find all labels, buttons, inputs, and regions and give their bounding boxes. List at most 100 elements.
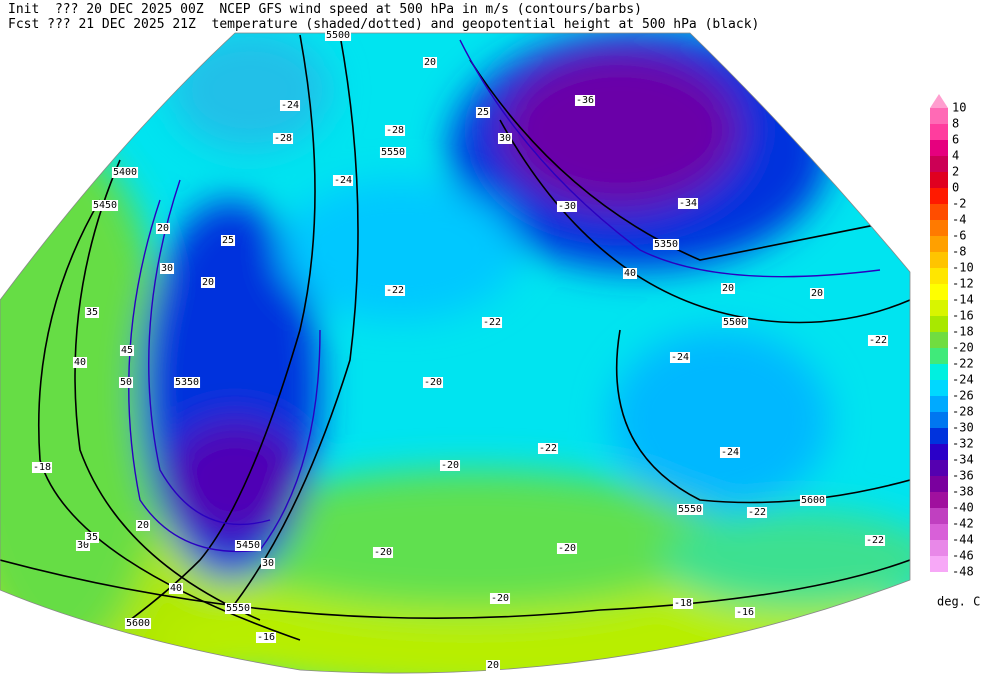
colorbar-swatch xyxy=(930,172,948,188)
colorbar-swatch xyxy=(930,124,948,140)
colorbar-swatch xyxy=(930,428,948,444)
colorbar-label: -44 xyxy=(952,533,974,547)
contour-label: -22 xyxy=(866,535,884,546)
contour-label-box xyxy=(279,100,301,111)
colorbar-label: -8 xyxy=(952,245,966,259)
contour-label: -20 xyxy=(441,460,459,471)
colorbar-swatch xyxy=(930,316,948,332)
contour-label-box xyxy=(799,495,827,506)
colorbar-swatch xyxy=(930,508,948,524)
colorbar-label: -22 xyxy=(952,357,974,371)
fcst-line: Fcst ??? 21 DEC 2025 21Z temperature (sh… xyxy=(8,17,760,32)
contour-label-box xyxy=(422,377,444,388)
colorbar-label: -20 xyxy=(952,341,974,355)
contour-label: 20 xyxy=(722,283,734,294)
colorbar-label: -4 xyxy=(952,213,966,227)
colorbar-swatch xyxy=(930,268,948,284)
contour-label: 5550 xyxy=(226,603,250,614)
colorbar-label: -30 xyxy=(952,421,974,435)
contour-label-box xyxy=(721,317,749,328)
contour-label-box xyxy=(485,660,501,671)
contour-label: 5350 xyxy=(175,377,199,388)
colorbar-label: -14 xyxy=(952,293,974,307)
colorbar-swatch xyxy=(930,284,948,300)
colorbar-swatch xyxy=(930,188,948,204)
contour-label: -20 xyxy=(558,543,576,554)
colorbar-swatch xyxy=(930,524,948,540)
colorbar-swatch xyxy=(930,556,948,572)
contour-label: 50 xyxy=(120,377,132,388)
colorbar-swatch xyxy=(930,220,948,236)
colorbar-swatch xyxy=(930,140,948,156)
colorbar-label: -36 xyxy=(952,469,974,483)
contour-label: 35 xyxy=(86,307,98,318)
colorbar-label: -46 xyxy=(952,549,974,563)
contour-label-box xyxy=(72,357,88,368)
contour-label-box xyxy=(255,632,277,643)
contour-label-box xyxy=(672,598,694,609)
colorbar-label: -38 xyxy=(952,485,974,499)
colorbar-label: -12 xyxy=(952,277,974,291)
contour-label: 5450 xyxy=(93,200,117,211)
contour-label-box xyxy=(173,377,201,388)
contour-label: 5500 xyxy=(723,317,747,328)
contour-label: -22 xyxy=(748,507,766,518)
colorbar-swatch xyxy=(930,348,948,364)
contour-label-box xyxy=(622,268,638,279)
colorbar-label: -10 xyxy=(952,261,974,275)
contour-label-box xyxy=(155,223,171,234)
colorbar-arrow xyxy=(930,94,948,108)
contour-label-box xyxy=(168,583,184,594)
colorbar-label: 0 xyxy=(952,181,959,195)
colorbar-label: -42 xyxy=(952,517,974,531)
contour-label-box xyxy=(384,125,406,136)
colorbar-swatch xyxy=(930,380,948,396)
contour-label: -24 xyxy=(281,100,299,111)
contour-label: -18 xyxy=(674,598,692,609)
contour-label-box xyxy=(677,198,699,209)
map-labels: 5500 20 25 30 -24 -28 -28 5550 -24 5400 5450 20 25 30… xyxy=(31,30,889,671)
contour-label-box xyxy=(324,30,352,41)
contour-label: 20 xyxy=(811,288,823,299)
colorbar-label: -16 xyxy=(952,309,974,323)
contour-label-box xyxy=(734,607,756,618)
colorbar-label: -26 xyxy=(952,389,974,403)
contour-label-box xyxy=(135,520,151,531)
colorbar-swatch xyxy=(930,252,948,268)
contour-label-box xyxy=(200,277,216,288)
colorbar-swatch xyxy=(930,476,948,492)
contour-label-box xyxy=(84,532,100,543)
contour-label: 25 xyxy=(222,235,234,246)
colorbar-swatch xyxy=(930,460,948,476)
contour-label-box xyxy=(224,603,252,614)
contour-label-box xyxy=(556,543,578,554)
contour-label-box xyxy=(676,504,704,515)
colorbar-label: -2 xyxy=(952,197,966,211)
contour-label: 5500 xyxy=(326,30,350,41)
contour-label: 20 xyxy=(202,277,214,288)
contour-label: 40 xyxy=(624,268,636,279)
contour-label: 5350 xyxy=(654,239,678,250)
contour-label-box xyxy=(31,462,53,473)
colorbar-unit: deg. C xyxy=(937,595,980,609)
height-contours xyxy=(0,34,910,641)
contour-label-box xyxy=(719,447,741,458)
contour-label-box xyxy=(475,107,491,118)
colorbar-swatch xyxy=(930,204,948,220)
contour-label-box xyxy=(260,558,276,569)
contour-label-box xyxy=(864,535,886,546)
contour-label: 35 xyxy=(86,532,98,543)
contour-label: -20 xyxy=(424,377,442,388)
colorbar-label: -48 xyxy=(952,565,974,579)
contour-label-box xyxy=(481,317,503,328)
colorbar-swatch xyxy=(930,332,948,348)
contour-label-box xyxy=(91,200,119,211)
contour-label: -28 xyxy=(386,125,404,136)
colorbar-swatch xyxy=(930,412,948,428)
contour-label-box xyxy=(809,288,825,299)
contour-label: -22 xyxy=(386,285,404,296)
colorbar-swatch xyxy=(930,364,948,380)
contour-label-box xyxy=(720,283,736,294)
